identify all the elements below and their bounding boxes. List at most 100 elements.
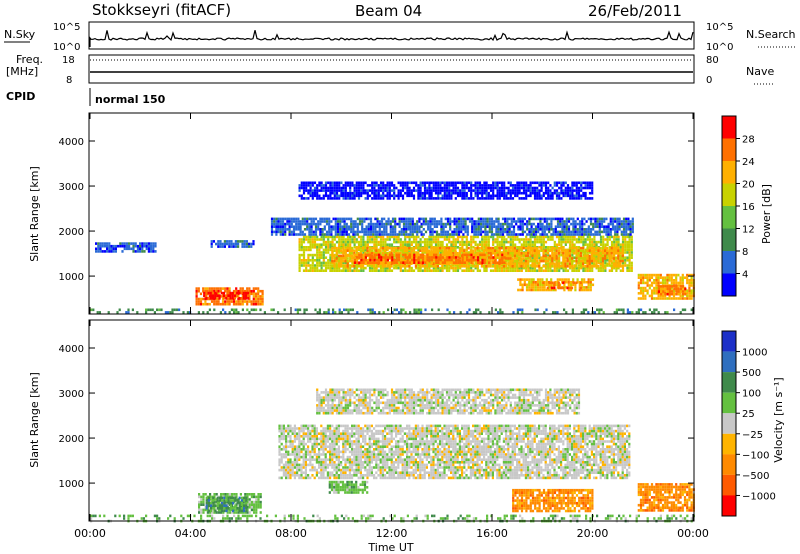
heatmap-cell <box>320 181 323 185</box>
heatmap-cell <box>544 181 548 185</box>
heatmap-cell <box>529 266 532 270</box>
heatmap-cell <box>544 254 547 258</box>
heatmap-cell <box>362 243 365 246</box>
heatmap-cell <box>448 235 451 239</box>
heatmap-cell <box>557 259 560 263</box>
heatmap-cell <box>454 191 457 195</box>
heatmap-cell <box>516 262 519 265</box>
heatmap-cell <box>419 197 422 200</box>
heatmap-cell <box>424 230 428 234</box>
heatmap-cell <box>361 222 364 226</box>
heatmap-cell <box>363 217 366 221</box>
heatmap-cell <box>312 230 315 234</box>
heatmap-cell <box>452 235 455 239</box>
heatmap-cell <box>340 194 343 198</box>
heatmap-cell <box>333 256 336 259</box>
heatmap-cell <box>428 240 431 244</box>
heatmap-cell <box>309 253 312 257</box>
heatmap-cell <box>369 222 373 226</box>
heatmap-cell <box>476 197 479 200</box>
heatmap-cell <box>209 294 212 297</box>
heatmap-cell <box>309 191 312 195</box>
heatmap-cell <box>371 197 374 200</box>
heatmap-cell <box>441 246 444 250</box>
heatmap-cell <box>411 217 414 221</box>
heatmap-cell <box>379 197 383 200</box>
heatmap-cell <box>568 259 571 263</box>
heatmap-cell <box>391 256 394 259</box>
heatmap-cell <box>488 228 491 231</box>
heatmap-cell <box>524 265 527 268</box>
heatmap-cell <box>309 186 312 190</box>
heatmap-cell <box>627 225 630 228</box>
heatmap-cell <box>197 302 200 306</box>
heatmap-cell <box>584 254 587 258</box>
heatmap-cell <box>648 286 651 290</box>
heatmap-cell <box>217 287 220 290</box>
heatmap-cell <box>342 254 345 258</box>
heatmap-cell <box>535 246 538 250</box>
heatmap-cell <box>336 217 340 221</box>
heatmap-cell <box>491 246 494 250</box>
heatmap-cell <box>446 261 449 264</box>
heatmap-cell <box>562 266 565 270</box>
heatmap-cell <box>351 252 354 255</box>
heatmap-cell <box>464 230 467 234</box>
heatmap-cell <box>567 228 571 231</box>
heatmap-cell <box>299 230 302 234</box>
heatmap-cell <box>509 249 512 252</box>
heatmap-cell <box>309 266 312 270</box>
heatmap-cell <box>443 181 446 185</box>
heatmap-cell <box>450 246 453 250</box>
heatmap-cell <box>373 191 376 195</box>
heatmap-cell <box>441 197 444 200</box>
heatmap-cell <box>325 220 329 223</box>
heatmap-cell <box>617 243 620 246</box>
heatmap-cell <box>583 233 586 236</box>
heatmap-cell <box>459 189 462 192</box>
heatmap-cell <box>560 261 563 265</box>
heatmap-cell <box>410 249 413 252</box>
heatmap-cell <box>362 249 365 252</box>
heatmap-cell <box>408 269 411 272</box>
heatmap-cell <box>580 184 583 187</box>
heatmap-cell <box>483 191 486 195</box>
heatmap-cell <box>490 220 494 223</box>
heatmap-cell <box>339 225 342 228</box>
heatmap-cell <box>595 252 598 255</box>
heatmap-cell <box>434 246 437 250</box>
heatmap-cell <box>522 189 526 192</box>
heatmap-cell <box>412 269 416 272</box>
heatmap-cell <box>625 220 628 223</box>
heatmap-cell <box>489 184 493 187</box>
heatmap-cell <box>629 228 632 231</box>
heatmap-cell <box>551 197 554 200</box>
heatmap-cell <box>428 243 431 246</box>
heatmap-cell <box>558 240 561 244</box>
heatmap-cell <box>445 235 449 239</box>
heatmap-cell <box>545 222 549 226</box>
heatmap-cell <box>459 240 462 244</box>
heatmap-cell <box>386 191 389 195</box>
heatmap-cell <box>226 300 229 303</box>
heatmap-cell <box>513 246 516 250</box>
heatmap-cell <box>316 264 319 267</box>
heatmap-cell <box>613 238 616 241</box>
heatmap-cell <box>374 233 377 236</box>
heatmap-cell <box>358 220 362 223</box>
heatmap-cell <box>485 186 488 190</box>
heatmap-cell <box>391 261 394 264</box>
heatmap-cell <box>432 186 435 190</box>
heatmap-cell <box>536 286 540 289</box>
heatmap-cell <box>391 258 394 262</box>
heatmap-cell <box>432 249 435 252</box>
heatmap-cell <box>648 276 651 279</box>
heatmap-cell <box>518 257 521 260</box>
heatmap-cell <box>546 246 549 250</box>
heatmap-cell <box>588 240 592 244</box>
heatmap-cell <box>366 240 369 244</box>
heatmap-cell <box>628 259 631 262</box>
heatmap-cell <box>463 240 466 244</box>
heatmap-cell <box>404 186 407 190</box>
heatmap-cell <box>639 297 643 300</box>
